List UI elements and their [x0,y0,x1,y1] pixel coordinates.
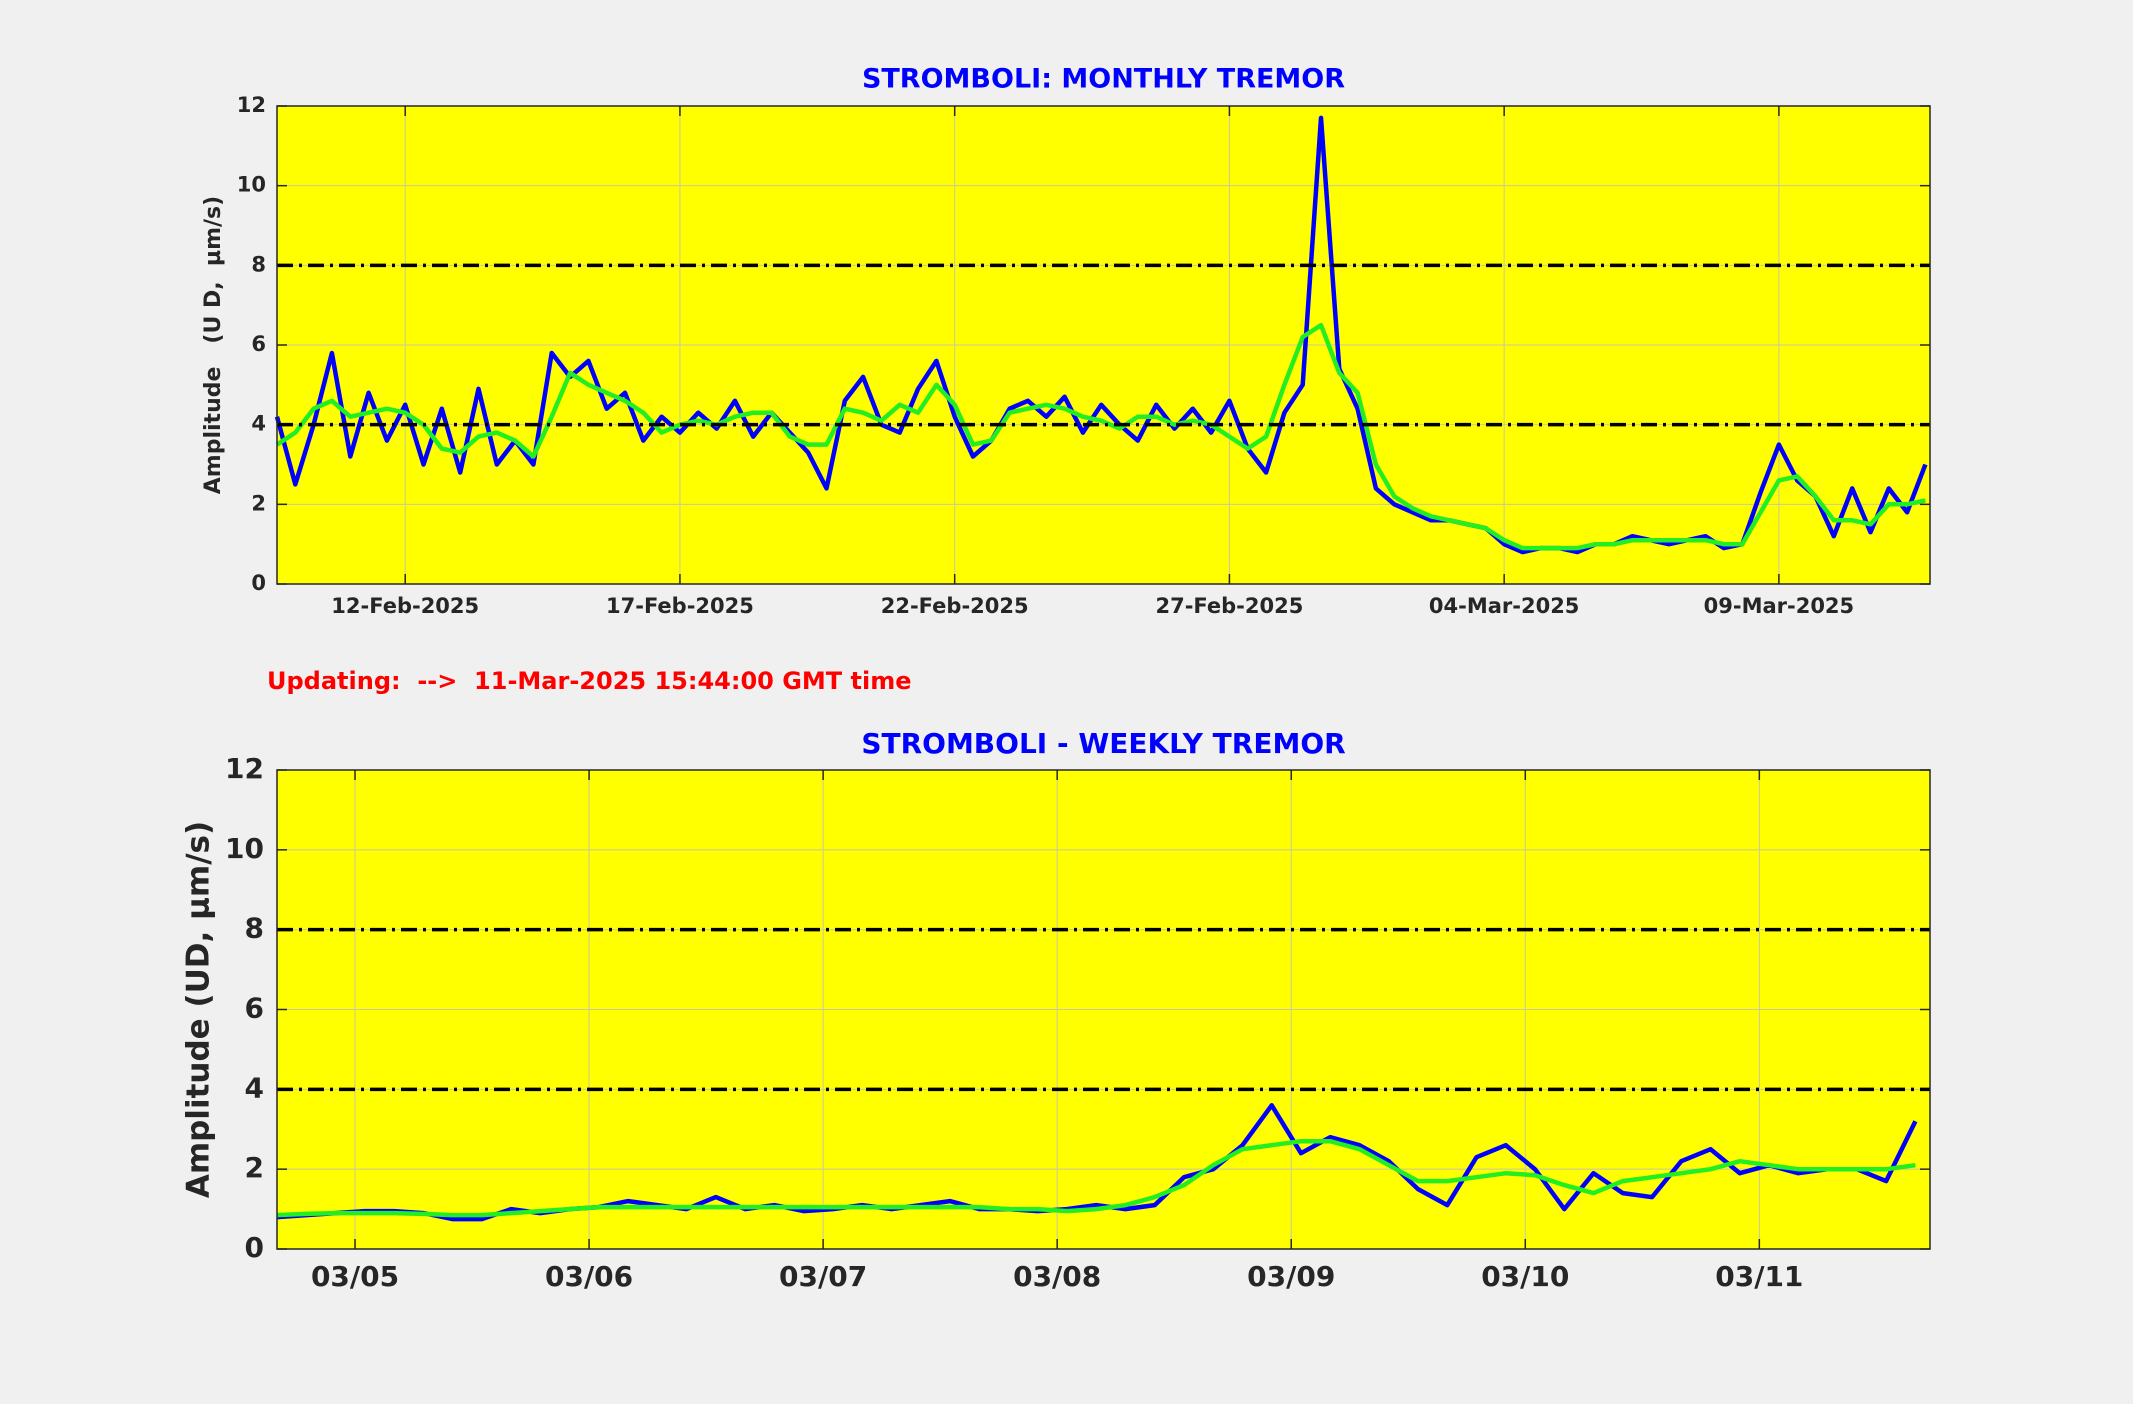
y-tick-label: 12 [225,752,264,785]
y-tick-label: 10 [225,832,264,865]
y-tick-label: 2 [251,491,266,515]
chart-title: STROMBOLI: MONTHLY TREMOR [862,64,1345,95]
x-tick-label: 03/06 [545,1260,633,1293]
y-tick-label: 4 [251,412,266,436]
x-tick-label: 27-Feb-2025 [1155,594,1303,618]
y-tick-label: 8 [245,912,264,945]
x-tick-label: 17-Feb-2025 [606,594,754,618]
x-tick-label: 03/09 [1247,1260,1335,1293]
x-tick-label: 22-Feb-2025 [881,594,1029,618]
y-tick-label: 6 [251,332,266,356]
update-status: Updating: --> 11-Mar-2025 15:44:00 GMT t… [267,667,911,695]
chart-title: STROMBOLI - WEEKLY TREMOR [861,727,1345,760]
x-tick-label: 03/10 [1481,1260,1569,1293]
plot-border [276,105,1931,585]
y-tick-label: 12 [237,93,266,117]
y-tick-label: 2 [245,1151,264,1184]
x-tick-label: 04-Mar-2025 [1429,594,1580,618]
x-tick-label: 03/08 [1013,1260,1101,1293]
y-tick-label: 6 [245,992,264,1025]
series-line [275,322,1926,551]
y-tick-label: 8 [251,252,266,276]
x-tick-label: 09-Mar-2025 [1704,594,1855,618]
x-tick-label: 03/11 [1715,1260,1803,1293]
x-tick-label: 03/07 [779,1260,867,1293]
plot-border [276,769,1931,1250]
y-tick-label: 0 [245,1231,264,1264]
y-tick-label: 10 [237,173,266,197]
x-tick-label: 03/05 [311,1260,399,1293]
y-axis-label: Amplitude (UD, µm/s) [181,821,217,1198]
y-tick-label: 0 [251,571,266,595]
series-line [276,1138,1916,1218]
y-axis-label: Amplitude (U D, µm/s) [201,196,226,494]
x-tick-label: 12-Feb-2025 [331,594,479,618]
y-tick-label: 4 [245,1071,264,1104]
